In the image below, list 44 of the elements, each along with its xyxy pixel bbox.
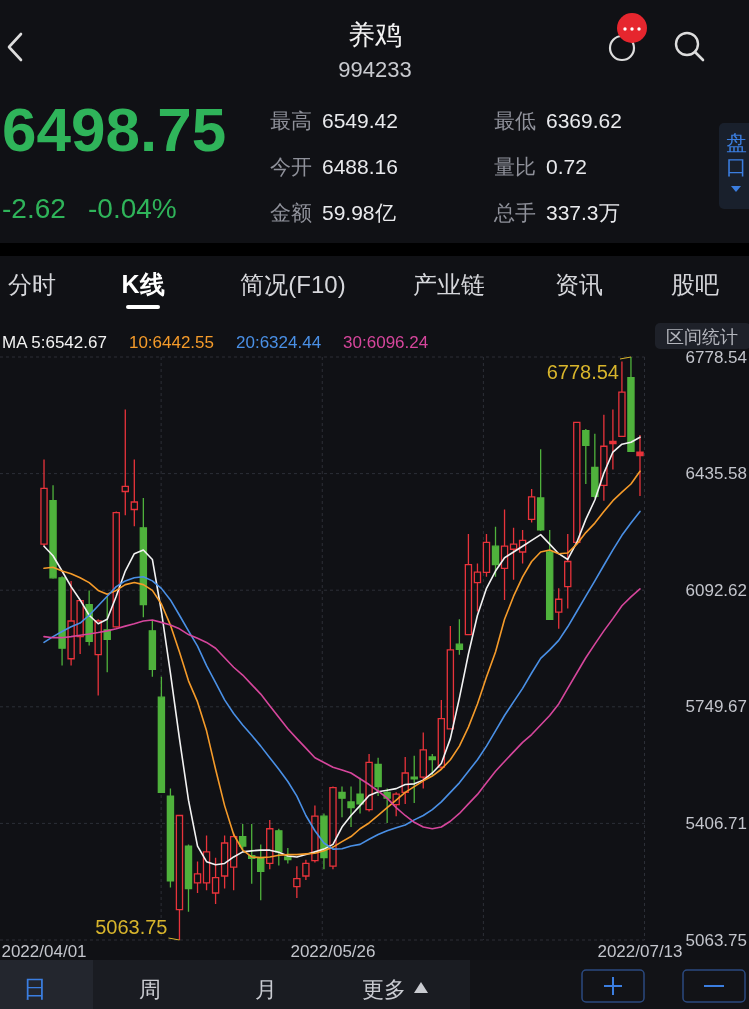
last-price: 6498.75	[2, 95, 227, 164]
change: -2.62	[2, 193, 66, 224]
quote-label: 总手	[494, 201, 536, 224]
x-tick-label: 2022/07/13	[597, 942, 683, 961]
quote-label: 最高	[270, 109, 312, 132]
tab-label: 产业链	[413, 271, 485, 298]
quote-label: 金额	[270, 201, 312, 224]
max-label: 6778.54	[546, 361, 619, 383]
subtitle: 994233	[338, 57, 412, 82]
quote-label: 量比	[494, 155, 536, 178]
y-tick-label: 5749.67	[685, 697, 747, 717]
legend-label: MA 5:6542.67	[2, 333, 107, 352]
quote-value: 59.98亿	[322, 201, 396, 224]
more-menu-label: 更多	[362, 977, 406, 1002]
legend-label: 20:6324.44	[236, 333, 322, 352]
y-tick-label: 6778.54	[685, 347, 747, 367]
y-tick-label: 5406.71	[685, 813, 747, 833]
change-percent: -0.04%	[88, 193, 177, 224]
tab-label: 资讯	[555, 271, 603, 298]
quote-value: 6488.16	[322, 155, 398, 178]
tab-label: 简况(F10)	[240, 271, 346, 298]
period-tab-label: 月	[255, 977, 277, 1002]
quote-value: 337.3万	[546, 201, 620, 224]
quote-value: 6369.62	[546, 109, 622, 132]
quote-value: 0.72	[546, 155, 587, 178]
min-label: 5063.75	[95, 916, 168, 938]
tab-label: 股吧	[671, 271, 719, 298]
x-tick-label: 2022/04/01	[1, 942, 87, 961]
quote-label: 今开	[270, 155, 312, 178]
tab-label-selected: K线	[121, 270, 165, 298]
title: 养鸡	[348, 20, 402, 50]
y-tick-label: 5063.75	[685, 930, 747, 950]
x-tick-label: 2022/05/26	[290, 942, 376, 961]
period-tab-label: 周	[139, 977, 161, 1002]
tab-label: 分时	[8, 271, 56, 298]
legend-label: 10:6442.55	[128, 333, 214, 352]
quote-value: 6549.42	[322, 109, 398, 132]
legend-label: 30:6096.24	[343, 333, 429, 352]
y-tick-label: 6092.62	[685, 580, 747, 600]
period-tab-label-selected: 日	[23, 975, 47, 1002]
range-stats-label: 区间统计	[666, 327, 738, 347]
quote-label: 最低	[494, 109, 536, 132]
side-tab-label: 盘口	[725, 131, 747, 178]
y-tick-label: 6435.58	[685, 464, 747, 484]
